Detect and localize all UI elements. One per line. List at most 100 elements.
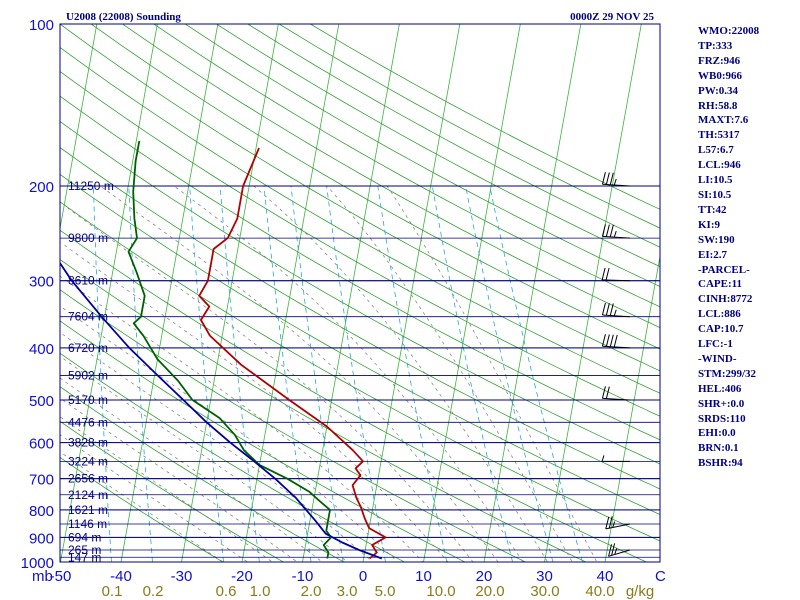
barb-flag — [609, 172, 614, 185]
temperature-tick-label: 40 — [597, 568, 614, 585]
height-label: 3828 m — [68, 436, 108, 450]
barb-shaft — [602, 314, 631, 318]
barb-half-flag — [613, 309, 617, 316]
plot-frame — [59, 23, 661, 563]
barb-shaft — [602, 345, 631, 349]
barb-shaft — [602, 397, 631, 401]
barb-flag — [605, 386, 610, 399]
index-item: RH:58.8 — [698, 99, 738, 112]
dry-adiabat — [184, 24, 660, 287]
barb-flag — [609, 224, 614, 237]
height-label: 6720 m — [68, 341, 108, 355]
temperature-tick-label: 30 — [536, 568, 553, 585]
mixing-ratio-label: 20.0 — [475, 583, 504, 600]
pressure-unit-label: mb — [32, 568, 53, 585]
height-label: 8610 m — [68, 274, 108, 288]
index-item: LCL:946 — [698, 159, 741, 172]
moist-adiabat — [60, 275, 424, 562]
index-item: FRZ:946 — [698, 54, 741, 67]
barb-shaft — [605, 523, 631, 530]
barb-half-flag — [612, 521, 616, 528]
moist-adiabat — [386, 185, 598, 562]
stability-indices-list: WMO:22008 TP:333 FRZ:946 WB0:966 PW:0.34 RH:5… — [698, 24, 759, 471]
isotherm-line — [483, 24, 582, 562]
temperature-tick-label: -10 — [292, 568, 314, 585]
dry-adiabat — [60, 352, 406, 562]
barb-half-flag — [601, 455, 605, 462]
index-item: CINH:8772 — [698, 293, 753, 306]
mixing-ratio-line — [263, 185, 312, 562]
mixing-ratio-line — [431, 185, 513, 562]
height-label: 694 m — [68, 530, 101, 544]
barb-half-flag — [613, 178, 617, 186]
dry-adiabat — [60, 95, 660, 441]
barb-flag — [601, 386, 606, 399]
barb-flag — [609, 303, 614, 316]
barb-flag — [605, 516, 610, 530]
height-label: 9800 m — [68, 231, 108, 245]
wind-barb — [601, 172, 631, 187]
barb-flag — [609, 334, 614, 347]
index-item: BRN:0.1 — [698, 442, 739, 455]
isotherm-line — [362, 24, 461, 562]
isotherm-line — [604, 254, 660, 562]
barb-flag — [601, 224, 606, 237]
mixing-ratio-label: 5.0 — [375, 583, 396, 600]
barb-half-flag — [613, 230, 617, 238]
index-item: CAP:10.7 — [698, 323, 744, 336]
moist-adiabat — [60, 397, 298, 562]
index-item: -PARCEL- — [698, 263, 750, 276]
height-label: 147 m — [68, 550, 101, 564]
index-item: WB0:966 — [698, 69, 742, 82]
dry-adiabat — [60, 420, 285, 562]
isotherm-line — [302, 24, 400, 562]
temperature-curve — [198, 147, 387, 560]
wind-barb — [601, 455, 630, 462]
height-label: 3224 m — [68, 454, 108, 468]
dry-adiabat — [60, 229, 648, 562]
dry-adiabat — [60, 120, 660, 465]
isotherm-line — [60, 24, 158, 562]
height-label: 5902 m — [68, 368, 108, 382]
axis-labels: 0.1 0.2 0.6 1.0 2.0 3.0 5.0 10.0 20.0 30.0 40.0 g/k… — [21, 17, 666, 600]
mixing-ratio-label: 0.2 — [143, 583, 164, 600]
wind-barb — [601, 334, 631, 349]
station-title: U2008 (22008) Sounding — [66, 11, 181, 23]
isotherm-line — [120, 24, 219, 562]
barb-shaft — [602, 235, 631, 239]
index-item: EI:2.7 — [698, 248, 728, 261]
mixing-ratio-line — [377, 185, 448, 562]
wind-barb — [601, 302, 631, 318]
temperature-tick-label: 10 — [415, 568, 432, 585]
height-label: 5170 m — [68, 393, 108, 407]
wind-barbs — [601, 172, 631, 557]
height-label: 2656 m — [68, 472, 108, 486]
index-item: MAXT:7.6 — [698, 114, 749, 127]
dry-adiabat — [60, 70, 660, 417]
pressure-tick-label: 200 — [29, 179, 54, 196]
index-item: LI:10.5 — [698, 174, 733, 187]
index-item: -WIND- — [698, 352, 737, 365]
pressure-tick-label: 600 — [29, 436, 54, 453]
height-label: 265 m — [68, 543, 101, 557]
dry-adiabat — [60, 173, 660, 516]
isotherm-line — [60, 24, 98, 231]
index-item: CAPE:11 — [698, 278, 742, 291]
index-item: TP:333 — [698, 39, 733, 52]
pressure-tick-label: 100 — [29, 17, 54, 34]
barb-flag — [601, 172, 606, 185]
mixing-ratio-unit-label: g/kg — [626, 583, 654, 600]
valid-time: 0000Z 29 NOV 25 — [570, 11, 654, 23]
height-label: 1146 m — [68, 517, 107, 531]
dry-adiabat — [90, 24, 660, 350]
dry-adiabat — [60, 289, 527, 562]
moist-adiabat — [173, 185, 524, 562]
index-item: SW:190 — [698, 233, 735, 246]
dry-adiabat — [60, 147, 660, 490]
wind-barb — [605, 516, 631, 530]
index-item: SHR+:0.0 — [698, 397, 745, 410]
pressure-tick-label: 500 — [29, 393, 54, 410]
dew-point-curve — [127, 140, 332, 559]
index-item: HEL:406 — [698, 382, 742, 395]
